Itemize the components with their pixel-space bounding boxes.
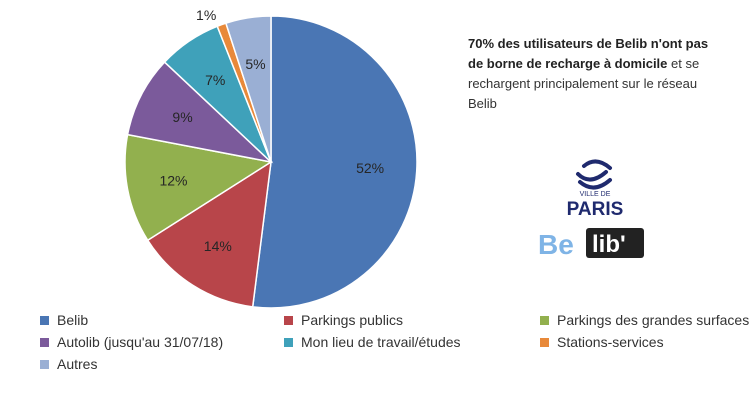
- legend-swatch-5: [540, 337, 549, 347]
- paris-big-text: PARIS: [567, 199, 624, 220]
- legend-swatch-3: [40, 337, 49, 347]
- slice-label-0: 52%: [356, 160, 384, 176]
- belib-logo-icon: Be lib': [536, 226, 644, 260]
- paris-ship-logo-icon: VILLE DE PARIS: [567, 159, 624, 220]
- pie-slice-6: [224, 15, 272, 163]
- slice-label-1: 14%: [204, 238, 232, 254]
- legend-label-4: Mon lieu de travail/études: [301, 334, 461, 350]
- annotation-bold: 70% des utilisateurs de Belib n'ont pas …: [468, 36, 709, 71]
- legend-item-4: Mon lieu de travail/études: [284, 334, 461, 350]
- slice-label-3: 9%: [172, 109, 192, 125]
- legend-item-0: Belib: [40, 312, 88, 328]
- pie-slice-1: [146, 160, 272, 308]
- legend-swatch-1: [284, 315, 293, 325]
- slice-label-6: 5%: [245, 56, 265, 72]
- legend-item-6: Autres: [40, 356, 97, 372]
- legend-label-5: Stations-services: [557, 334, 664, 350]
- legend-label-1: Parkings publics: [301, 312, 403, 328]
- legend-swatch-2: [540, 315, 549, 325]
- legend-label-6: Autres: [57, 356, 98, 372]
- legend-item-5: Stations-services: [540, 334, 664, 350]
- pie-slice-3: [126, 60, 274, 164]
- slice-label-5: 1%: [196, 7, 216, 23]
- annotation-text: 70% des utilisateurs de Belib n'ont pas …: [468, 34, 718, 114]
- legend-item-1: Parkings publics: [284, 312, 403, 328]
- legend-label-2: Parkings des grandes surfaces: [557, 312, 750, 328]
- slice-label-4: 7%: [205, 72, 225, 88]
- legend-item-2: Parkings des grandes surfaces: [540, 312, 749, 328]
- legend-swatch-0: [40, 315, 49, 325]
- belib-right-text: lib': [592, 231, 626, 258]
- legend-swatch-6: [40, 359, 49, 369]
- legend-label-3: Autolib (jusqu'au 31/07/18): [57, 334, 224, 350]
- belib-left-text: Be: [538, 229, 574, 260]
- legend-label-0: Belib: [57, 312, 89, 328]
- paris-small-text: VILLE DE: [580, 191, 611, 198]
- chart-legend: Belib Parkings publics Parkings des grande…: [40, 312, 750, 396]
- legend-swatch-4: [284, 337, 293, 347]
- slice-label-2: 12%: [159, 173, 187, 189]
- pie-slice-2: [124, 133, 274, 242]
- pie-slice-0: [251, 15, 418, 309]
- annotation-regular: et se rechargent principalement sur le r…: [468, 56, 700, 111]
- legend-item-3: Autolib (jusqu'au 31/07/18): [40, 334, 223, 350]
